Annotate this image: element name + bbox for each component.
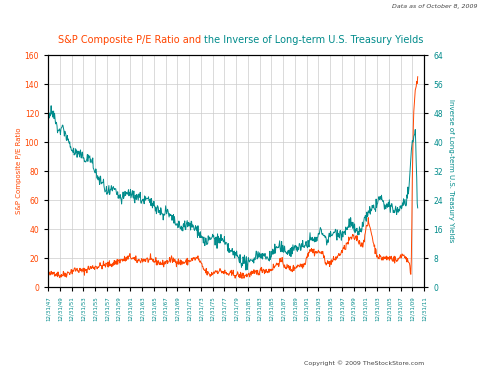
- Y-axis label: Inverse of Long-term U.S. Treasury Yields: Inverse of Long-term U.S. Treasury Yield…: [448, 99, 454, 243]
- Text: Copyright © 2009 TheStockStore.com: Copyright © 2009 TheStockStore.com: [304, 361, 424, 366]
- Text: S&P Composite P/E Ratio and: S&P Composite P/E Ratio and: [58, 35, 204, 46]
- Y-axis label: S&P Composite P/E Ratio: S&P Composite P/E Ratio: [16, 128, 22, 215]
- Text: Data as of October 8, 2009: Data as of October 8, 2009: [392, 4, 477, 9]
- Text: the Inverse of Long-term U.S. Treasury Yields: the Inverse of Long-term U.S. Treasury Y…: [204, 35, 424, 46]
